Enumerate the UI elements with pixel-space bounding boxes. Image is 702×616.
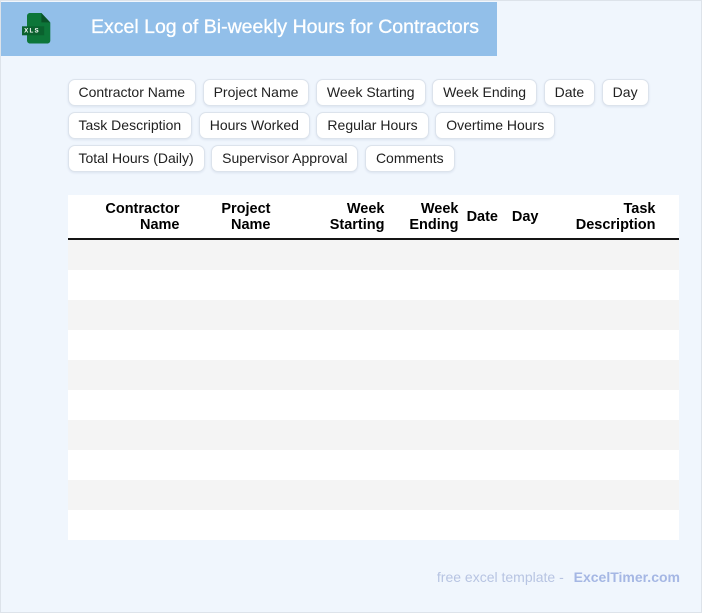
svg-text:XLS: XLS — [24, 27, 40, 34]
